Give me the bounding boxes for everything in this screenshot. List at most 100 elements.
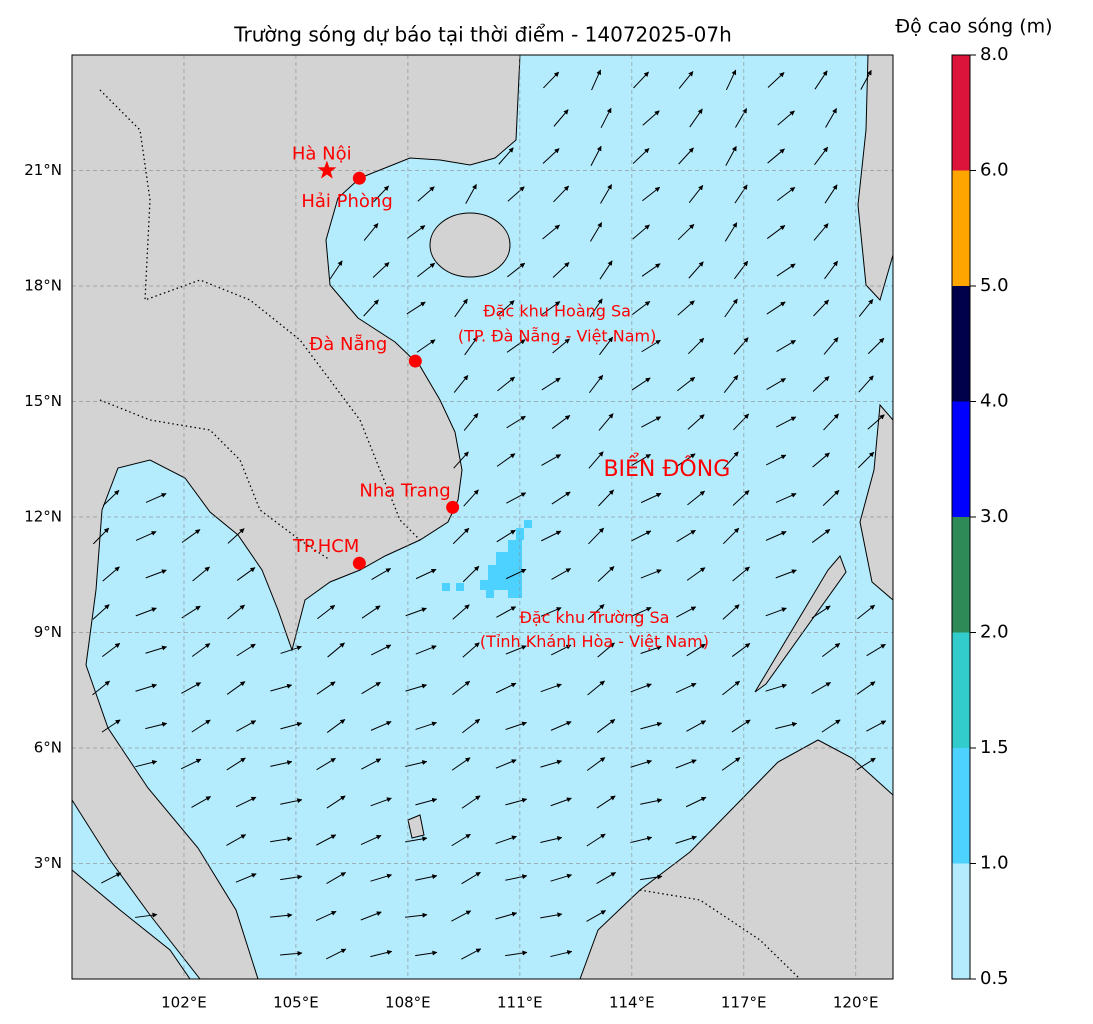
- arrow: [642, 110, 660, 126]
- arrow: [454, 298, 468, 318]
- arrow: [685, 796, 707, 808]
- arrow: [495, 911, 518, 920]
- city-marker: [352, 556, 366, 570]
- arrow: [181, 605, 201, 619]
- arrow: [145, 569, 167, 579]
- arrow: [688, 261, 704, 279]
- arrow: [687, 490, 706, 506]
- colorbar-segment: [952, 748, 970, 864]
- arrow: [856, 757, 876, 771]
- city-marker: [352, 171, 366, 185]
- y-tick-label: 18°N: [24, 277, 62, 295]
- arrow: [326, 948, 347, 960]
- arrow: [630, 836, 653, 844]
- arrow: [417, 186, 435, 202]
- arrow: [675, 835, 697, 844]
- arrow: [370, 873, 393, 882]
- arrow: [462, 718, 481, 734]
- arrow: [631, 530, 652, 542]
- arrow: [553, 185, 570, 203]
- arrow: [316, 681, 336, 695]
- arrow: [507, 262, 526, 278]
- arrow: [415, 721, 437, 730]
- y-tick-label: 12°N: [24, 508, 62, 526]
- x-tick-label: 114°E: [609, 994, 655, 1012]
- arrow: [725, 145, 737, 166]
- arrow: [327, 642, 345, 658]
- arrow: [811, 605, 831, 619]
- arrow: [765, 607, 787, 617]
- arrow: [191, 719, 211, 733]
- arrow: [824, 184, 838, 204]
- arrow: [766, 225, 786, 239]
- arrow: [765, 683, 788, 692]
- colorbar-frame: [951, 54, 971, 980]
- arrow: [814, 70, 828, 90]
- arrow: [821, 719, 841, 733]
- arrow: [280, 645, 302, 654]
- arrow: [360, 911, 382, 921]
- city-label: Hà Nội: [292, 144, 352, 165]
- arrow: [495, 759, 517, 769]
- arrow: [675, 682, 697, 694]
- arrow: [505, 645, 527, 655]
- arrow: [505, 797, 528, 806]
- arrow: [676, 606, 697, 618]
- arrow: [541, 454, 562, 466]
- arrow: [678, 71, 694, 89]
- arrow: [462, 565, 480, 583]
- arrow: [270, 760, 293, 767]
- arrow: [361, 681, 381, 695]
- arrow: [540, 912, 563, 919]
- arrow: [316, 834, 337, 846]
- arrow: [811, 682, 831, 694]
- arrow: [640, 874, 663, 881]
- arrow: [725, 69, 737, 91]
- arrow: [363, 223, 379, 241]
- arrow: [542, 224, 560, 240]
- arrow: [722, 604, 740, 620]
- arrow: [92, 527, 110, 545]
- arrow: [867, 337, 885, 355]
- arrow: [326, 719, 346, 733]
- arrow: [227, 604, 245, 620]
- arrow: [811, 529, 831, 543]
- arrow: [721, 757, 741, 771]
- arrow: [597, 642, 615, 658]
- arrow: [552, 262, 570, 278]
- arrow: [812, 452, 830, 468]
- arrow: [591, 69, 601, 91]
- arrow: [776, 416, 797, 428]
- arrow: [823, 337, 839, 355]
- arrow: [599, 336, 614, 356]
- colorbar-segment: [952, 863, 970, 979]
- arrow: [766, 378, 787, 390]
- arrow: [463, 489, 479, 507]
- arrow: [280, 950, 303, 956]
- arrow: [405, 836, 428, 843]
- arrow: [687, 337, 705, 355]
- arrow: [360, 834, 382, 846]
- arrow: [451, 757, 471, 771]
- arrow: [551, 491, 571, 505]
- arrow: [630, 683, 652, 693]
- arrow: [587, 680, 605, 696]
- arrow: [677, 376, 696, 392]
- arrow: [135, 607, 157, 617]
- arrow: [688, 184, 704, 203]
- arrow: [270, 836, 293, 843]
- arrow: [587, 604, 605, 620]
- arrow: [361, 605, 381, 619]
- arrow: [452, 604, 470, 620]
- arrow: [464, 336, 478, 356]
- arrow: [641, 416, 662, 428]
- arrow: [370, 721, 392, 731]
- arrow: [686, 567, 706, 581]
- arrow: [722, 527, 740, 545]
- arrow: [677, 300, 695, 316]
- arrow: [723, 374, 739, 393]
- arrow: [498, 147, 514, 165]
- arrow: [550, 873, 573, 882]
- arrow: [145, 645, 168, 654]
